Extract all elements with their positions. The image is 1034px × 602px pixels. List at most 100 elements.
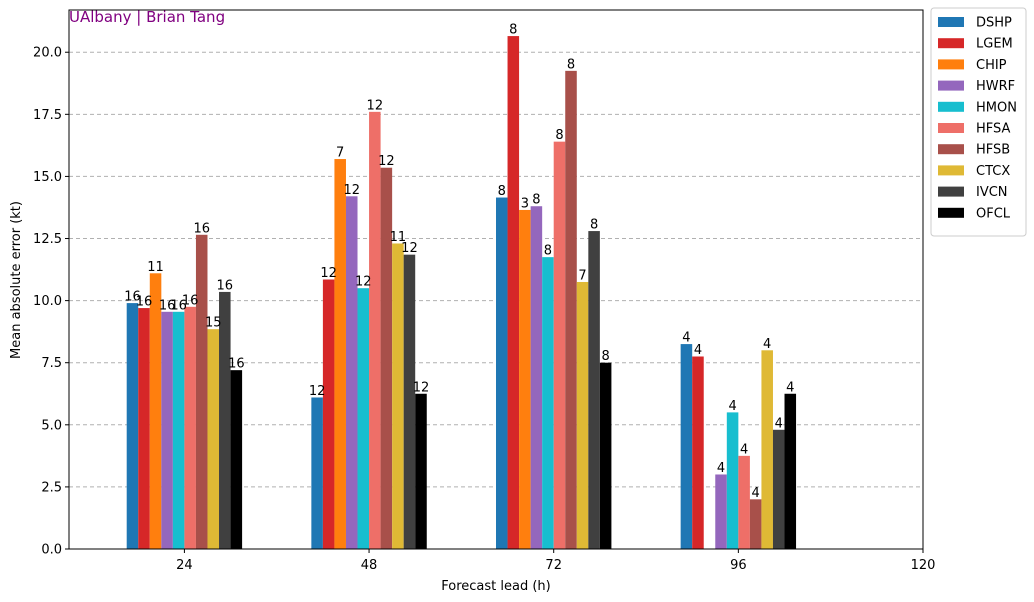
data-label: 11 — [147, 260, 164, 275]
data-label: 12 — [401, 241, 418, 256]
bar-chip-24 — [149, 273, 162, 549]
legend-swatch-ctcx — [938, 165, 964, 176]
bar-lgem-24 — [138, 308, 150, 549]
data-label: 12 — [413, 380, 430, 395]
x-tick-label: 48 — [361, 558, 378, 573]
legend-label-hmon: HMON — [976, 100, 1017, 115]
data-label: 15 — [205, 316, 222, 331]
data-label: 4 — [775, 416, 783, 431]
data-label: 12 — [367, 98, 384, 113]
data-label: 4 — [786, 380, 794, 395]
data-label: 12 — [320, 266, 337, 281]
data-label: 12 — [309, 384, 326, 399]
data-label: 8 — [509, 23, 517, 38]
data-label: 8 — [555, 128, 563, 143]
bar-hfsa-96 — [738, 455, 750, 549]
legend: DSHP LGEM CHIP HWRF HMON HFSA HFSB CTCX IVCN OFCL — [930, 7, 1027, 237]
bar-hmon-72 — [542, 257, 554, 549]
legend-swatch-dshp — [938, 17, 964, 27]
legend-swatch-lgem — [938, 38, 964, 49]
bar-ivcn-48 — [403, 254, 416, 549]
bar-ofcl-72 — [599, 362, 612, 549]
data-label: 8 — [532, 193, 540, 208]
bar-chip-72 — [519, 209, 531, 550]
bar-hwrf-72 — [530, 206, 543, 549]
x-tick-label: 120 — [911, 558, 936, 573]
bar-hmon-48 — [357, 288, 370, 549]
bar-hfsb-96 — [749, 499, 762, 549]
bar-hmon-96 — [726, 412, 739, 549]
data-label: 4 — [728, 399, 736, 414]
bar-dshp-48 — [311, 397, 323, 549]
x-tick-label: 72 — [545, 558, 562, 573]
data-labels: 1616111616161615161612127121212121112128… — [124, 23, 794, 501]
data-label: 4 — [752, 486, 760, 501]
data-label: 8 — [544, 244, 552, 259]
bar-dshp-24 — [126, 303, 139, 549]
y-axis-label: Mean absolute error (kt) — [9, 201, 24, 359]
legend-label-hfsb: HFSB — [976, 143, 1010, 158]
data-label: 8 — [498, 184, 506, 199]
y-tick-label: 17.5 — [33, 108, 62, 123]
data-label: 7 — [578, 268, 586, 283]
data-label: 16 — [136, 295, 153, 310]
legend-swatch-hfsa — [938, 123, 964, 133]
bar-ctcx-96 — [761, 350, 773, 549]
legend-swatch-chip — [938, 59, 964, 70]
legend-label-chip: CHIP — [976, 58, 1007, 73]
data-label: 8 — [567, 57, 575, 72]
legend-label-lgem: LGEM — [976, 37, 1013, 52]
legend-label-ofcl: OFCL — [976, 206, 1011, 221]
x-axis-label: Forecast lead (h) — [441, 579, 550, 594]
bar-ivcn-96 — [772, 429, 785, 549]
bar-ofcl-24 — [230, 370, 243, 549]
bar-lgem-96 — [692, 356, 704, 549]
data-label: 16 — [170, 298, 187, 313]
y-tick-label: 15.0 — [33, 170, 62, 185]
bar-dshp-72 — [496, 197, 508, 549]
x-tick-label: 24 — [176, 558, 193, 573]
bar-lgem-48 — [322, 279, 335, 549]
legend-swatch-ivcn — [938, 186, 964, 197]
x-tick-label: 96 — [730, 558, 747, 573]
legend-swatch-hfsb — [938, 144, 964, 155]
bar-ofcl-96 — [784, 393, 797, 549]
bar-dshp-96 — [680, 344, 693, 549]
bar-ctcx-24 — [207, 329, 220, 549]
data-label: 4 — [763, 337, 771, 352]
legend-label-ctcx: CTCX — [976, 164, 1010, 179]
y-tick-label: 20.0 — [33, 46, 62, 61]
bar-hfsb-24 — [195, 234, 208, 549]
bar-chip-48 — [334, 159, 346, 549]
data-label: 12 — [378, 154, 395, 169]
data-label: 16 — [193, 221, 210, 236]
legend-swatch-ofcl — [938, 207, 964, 218]
data-label: 4 — [717, 461, 725, 476]
data-label: 4 — [740, 442, 748, 457]
bars — [126, 36, 797, 550]
y-tick-label: 0.0 — [41, 543, 62, 558]
y-tick-label: 2.5 — [41, 480, 62, 495]
data-label: 16 — [217, 278, 234, 293]
bar-hfsb-48 — [380, 167, 393, 549]
data-label: 8 — [601, 349, 609, 364]
legend-label-ivcn: IVCN — [976, 185, 1008, 200]
data-label: 8 — [590, 218, 598, 233]
x-axis: 24 48 72 96 120 — [176, 549, 935, 573]
bar-hmon-24 — [172, 311, 185, 549]
bar-hwrf-96 — [715, 474, 727, 549]
legend-label-hwrf: HWRF — [976, 79, 1015, 94]
legend-swatch-hmon — [938, 101, 964, 112]
y-tick-label: 7.5 — [41, 356, 62, 371]
bar-hwrf-48 — [345, 196, 358, 549]
legend-swatch-hwrf — [938, 80, 964, 91]
legend-label-hfsa: HFSA — [976, 122, 1011, 137]
data-label: 4 — [694, 343, 702, 358]
bar-ctcx-72 — [576, 281, 589, 549]
bar-hfsa-48 — [369, 111, 381, 549]
bar-lgem-72 — [507, 36, 520, 550]
data-label: 4 — [682, 331, 690, 346]
y-tick-label: 12.5 — [33, 232, 62, 247]
plot-frame — [68, 9, 924, 550]
